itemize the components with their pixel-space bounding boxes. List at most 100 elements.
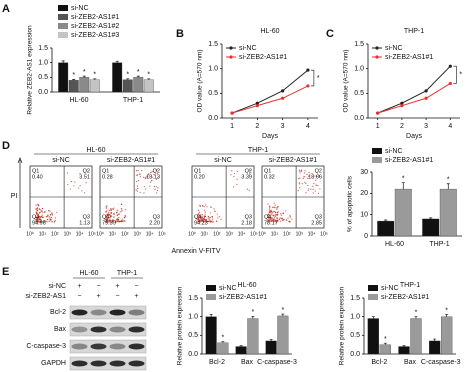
blot-band: [128, 360, 145, 367]
quadrant-value: 18.66: [308, 174, 322, 180]
event-dot: [107, 220, 110, 223]
event-dot: [269, 220, 272, 222]
event-dot: [139, 191, 141, 193]
event-dot: [143, 192, 145, 194]
x-tick-label: 10⁰: [26, 231, 34, 237]
event-dot: [201, 214, 203, 216]
legend-label: si-ZEB2-AS1#1: [385, 157, 433, 164]
event-dot: [284, 210, 287, 212]
panel-label: D: [2, 140, 10, 152]
panel-label: C: [326, 28, 334, 40]
row-label: si-ZEB2-AS1: [26, 293, 67, 300]
event-dot: [41, 207, 44, 210]
event-dot: [271, 220, 274, 222]
event-dot: [198, 209, 200, 211]
bar: [429, 340, 441, 355]
event-dot: [105, 215, 108, 218]
bar: [205, 316, 217, 355]
event-dot: [201, 219, 203, 221]
event-dot: [106, 218, 109, 221]
event-dot: [233, 186, 235, 188]
event-dot: [149, 181, 152, 183]
chart-title: THP-1: [404, 28, 424, 35]
event-dot: [268, 211, 271, 214]
x-tick-label: 10⁰: [188, 231, 196, 237]
error-bar: [239, 345, 243, 347]
event-dot: [274, 220, 276, 222]
event-dot: [274, 215, 276, 217]
y-tick-label: 30: [360, 169, 368, 176]
event-dot: [79, 172, 81, 175]
event-dot: [311, 172, 313, 175]
legend-key: [368, 294, 378, 300]
line: [377, 65, 451, 114]
blot-band: [71, 343, 88, 350]
event-dot: [272, 214, 274, 217]
error-bar: [82, 75, 86, 78]
event-dot: [299, 183, 301, 185]
panel-label: A: [2, 3, 10, 15]
event-dot: [49, 210, 51, 213]
event-dot: [41, 210, 43, 212]
event-dot: [54, 217, 57, 219]
event-dot: [267, 213, 270, 216]
point: [448, 64, 452, 68]
bar: [79, 77, 90, 93]
event-dot: [308, 171, 310, 174]
blot-band: [90, 309, 107, 316]
event-dot: [215, 220, 218, 222]
x-tick-label: 10²: [283, 231, 291, 237]
error-bar: [209, 314, 213, 317]
bar: [410, 318, 422, 355]
blot-band: [109, 326, 126, 333]
event-dot: [304, 181, 306, 183]
band-label: C-caspase-3: [26, 343, 66, 350]
event-dot: [276, 208, 278, 211]
event-dot: [312, 188, 314, 190]
legend-label: si-ZEB2-AS1#1: [381, 294, 429, 301]
group-label: THP-1: [117, 270, 137, 277]
event-dot: [46, 218, 49, 221]
legend-key: [206, 285, 216, 291]
quadrant-name: Q2: [315, 168, 322, 174]
event-dot: [289, 221, 291, 223]
event-dot: [120, 220, 122, 223]
blot-band: [109, 343, 126, 350]
blot-band: [90, 343, 107, 350]
quadrant-name: Q2: [83, 168, 90, 174]
line: [377, 83, 451, 114]
event-dot: [276, 213, 279, 216]
quadrant-value: 0.40: [32, 174, 43, 180]
quadrant-value: 18.13: [146, 174, 160, 180]
event-dot: [48, 209, 50, 212]
quadrant-value: 94.96: [32, 220, 46, 226]
quadrant-name: Q4: [102, 214, 109, 220]
bar: [247, 318, 259, 355]
event-dot: [39, 216, 41, 219]
error-bar: [147, 78, 151, 80]
significance: *: [72, 72, 75, 79]
event-dot: [136, 185, 139, 187]
event-dot: [156, 169, 158, 171]
event-dot: [155, 178, 158, 180]
event-dot: [105, 220, 108, 223]
event-dot: [146, 176, 148, 178]
quadrant-name: Q1: [264, 168, 271, 174]
event-dot: [267, 203, 269, 205]
quadrant-value: 2.85: [311, 220, 322, 226]
significance: *: [445, 307, 448, 314]
y-tick-label: 0: [364, 233, 368, 240]
event-dot: [81, 190, 83, 192]
legend-key: [372, 148, 382, 154]
event-dot: [312, 185, 314, 187]
event-dot: [287, 217, 289, 219]
event-dot: [268, 205, 271, 207]
event-dot: [274, 211, 277, 213]
significance: *: [93, 72, 96, 79]
event-dot: [299, 177, 301, 179]
event-dot: [42, 211, 44, 214]
quadrant-name: Q2: [245, 168, 252, 174]
event-dot: [277, 210, 279, 213]
event-dot: [40, 220, 43, 222]
y-tick-label: 10: [360, 212, 368, 219]
